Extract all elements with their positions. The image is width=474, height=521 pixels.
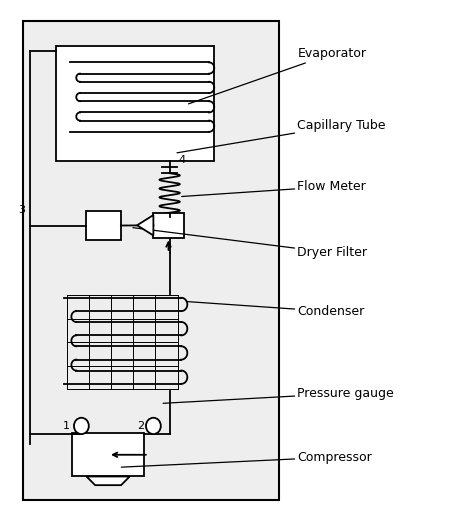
Bar	[72, 433, 144, 477]
Text: Capillary Tube: Capillary Tube	[177, 119, 386, 153]
Text: 4: 4	[178, 155, 185, 165]
Polygon shape	[86, 477, 130, 485]
Text: 2: 2	[137, 421, 145, 431]
Text: Condenser: Condenser	[186, 302, 365, 318]
Text: 1: 1	[63, 421, 70, 431]
Bar	[56, 46, 214, 161]
Text: Pressure gauge: Pressure gauge	[163, 387, 394, 403]
Text: Dryer Filter: Dryer Filter	[133, 228, 367, 259]
Circle shape	[146, 418, 161, 434]
Polygon shape	[137, 215, 154, 235]
Text: 3: 3	[18, 205, 26, 215]
Circle shape	[74, 418, 89, 434]
Text: Evaporator: Evaporator	[189, 47, 366, 104]
Text: Flow Meter: Flow Meter	[182, 180, 366, 196]
Text: Compressor: Compressor	[121, 451, 372, 467]
Bar	[154, 213, 183, 238]
Bar	[86, 212, 121, 240]
Bar	[23, 20, 279, 501]
